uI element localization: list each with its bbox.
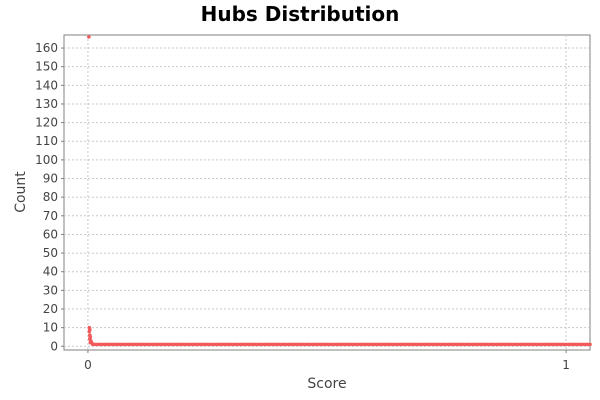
- y-tick-label: 90: [43, 172, 58, 186]
- y-tick-label: 130: [35, 97, 58, 111]
- y-tick-label: 110: [35, 134, 58, 148]
- y-tick-label: 10: [43, 321, 58, 335]
- y-axis-label: Count: [13, 171, 29, 213]
- x-tick-label: 1: [562, 358, 570, 372]
- plot-area: [63, 34, 591, 351]
- y-tick-label: 20: [43, 302, 58, 316]
- chart-title: Hubs Distribution: [200, 2, 400, 26]
- x-tick-label: 0: [84, 358, 92, 372]
- y-tick-label: 150: [35, 60, 58, 74]
- y-tick-label: 50: [43, 246, 58, 260]
- data-point: [87, 35, 91, 39]
- y-tick-label: 120: [35, 116, 58, 130]
- y-tick-label: 70: [43, 209, 58, 223]
- x-axis-label: Score: [307, 376, 346, 392]
- data-point: [588, 342, 592, 347]
- y-tick-label: 60: [43, 227, 58, 241]
- y-tick-label: 80: [43, 190, 58, 204]
- y-tick-label: 100: [35, 153, 58, 167]
- y-tick-label: 0: [50, 339, 58, 353]
- data-points: [87, 35, 592, 347]
- grid-lines: [64, 35, 590, 350]
- y-tick-label: 160: [35, 41, 58, 55]
- y-tick-label: 140: [35, 78, 58, 92]
- y-tick-label: 30: [43, 283, 58, 297]
- data-point: [87, 329, 92, 334]
- y-tick-label: 40: [43, 265, 58, 279]
- y-axis-ticks: 0 10 20 30 40 50 60 70 80 90 100 110 120 130 140 150 160: [35, 41, 64, 353]
